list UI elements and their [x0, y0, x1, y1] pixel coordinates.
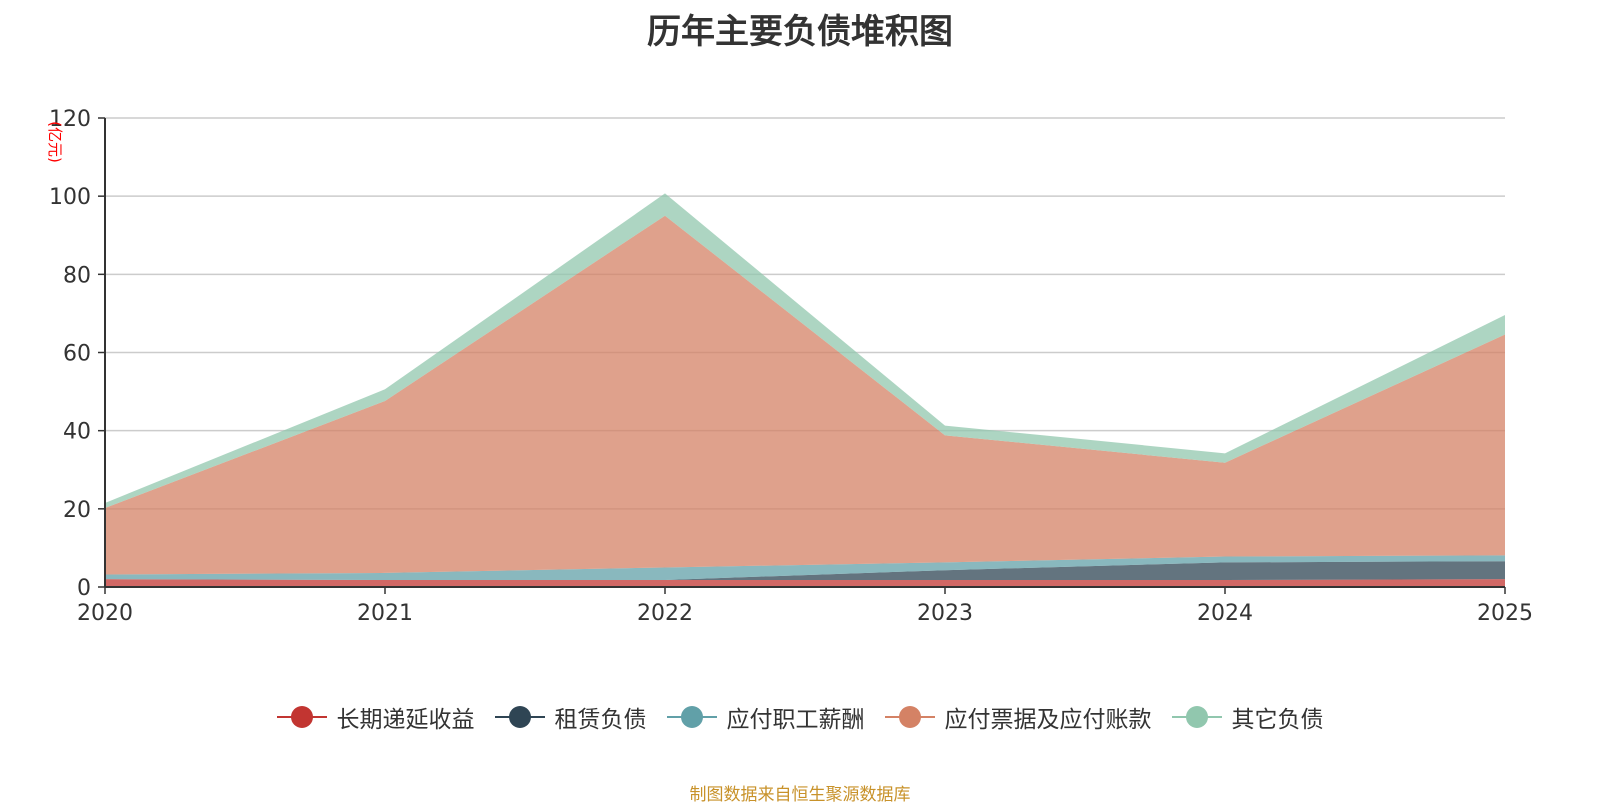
source-note: 制图数据来自恒生聚源数据库: [689, 785, 911, 805]
area-series-2: [105, 555, 1505, 580]
area-series-1: [105, 561, 1505, 580]
legend-item-3[interactable]: 应付票据及应付账款: [884, 700, 1152, 734]
y-tick-label: 20: [63, 498, 91, 523]
y-tick-label: 120: [49, 107, 91, 132]
y-unit-label: (亿元): [46, 121, 64, 163]
legend-dot-icon: [680, 706, 703, 728]
y-tick-label: 80: [63, 263, 91, 288]
legend-label: 其它负债: [1231, 707, 1324, 733]
legend-item-0[interactable]: 长期递延收益: [276, 700, 475, 734]
legend-item-1[interactable]: 租赁负债: [494, 700, 647, 734]
y-tick-label: 60: [63, 342, 91, 367]
axis-labels: 0 20 40 60 80 100 120 2020 2021 2022 2023 2024 2025 (…: [46, 107, 1533, 626]
x-tick-label: 2021: [357, 601, 413, 626]
legend-label: 长期递延收益: [336, 707, 475, 733]
area-series-0: [105, 579, 1505, 587]
x-tick-label: 2020: [77, 601, 133, 626]
stacked-areas: [105, 193, 1505, 587]
legend-dot-icon: [508, 706, 531, 728]
legend-swatch: [276, 704, 327, 730]
legend-dot-icon: [1185, 706, 1208, 728]
legend-label: 应付职工薪酬: [726, 707, 865, 733]
y-tick-label: 0: [77, 576, 91, 601]
x-tick-label: 2025: [1477, 601, 1533, 626]
legend-label: 应付票据及应付账款: [944, 707, 1152, 733]
legend-label: 租赁负债: [554, 707, 647, 733]
axes: [98, 117, 1506, 594]
x-tick-label: 2022: [637, 601, 693, 626]
x-tick-label: 2023: [917, 601, 973, 626]
legend-item-2[interactable]: 应付职工薪酬: [666, 700, 865, 734]
y-tick-label: 40: [63, 420, 91, 445]
legend-swatch: [1171, 704, 1222, 730]
legend-swatch: [666, 704, 717, 730]
x-tick-label: 2024: [1197, 601, 1253, 626]
legend-dot-icon: [898, 706, 921, 728]
chart-title: 历年主要负债堆积图: [647, 12, 953, 52]
area-series-3: [105, 215, 1505, 575]
legend: 长期递延收益 租赁负债 应付职工薪酬 应付票据及应付账款 其它负债: [0, 700, 1600, 734]
legend-swatch: [494, 704, 545, 730]
y-tick-label: 100: [49, 185, 91, 210]
legend-item-4[interactable]: 其它负债: [1171, 700, 1324, 734]
legend-dot-icon: [290, 706, 313, 728]
legend-swatch: [884, 704, 935, 730]
